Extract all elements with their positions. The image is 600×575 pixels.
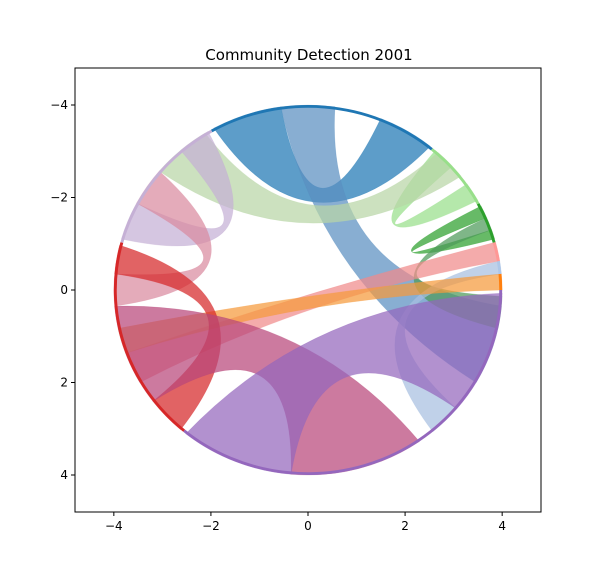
x-axis: −4 −2 0 2 4 [105,512,506,533]
chart-title: Community Detection 2001 [205,46,412,64]
x-tick-label: 4 [498,519,506,533]
y-tick-label: −4 [50,98,68,112]
y-tick-label: 4 [60,468,68,482]
arc-light-blue [496,261,502,275]
x-tick-label: −2 [202,519,220,533]
arc-green [476,203,496,243]
y-tick-label: −2 [50,191,68,205]
plot-area [113,104,503,476]
x-tick-label: −4 [105,519,123,533]
ribbons-layer [113,104,503,476]
y-tick-label: 2 [60,376,68,390]
x-tick-label: 2 [401,519,409,533]
arc-red [113,242,186,432]
y-axis: −4 −2 0 2 4 [50,98,75,482]
arc-pink [492,242,500,262]
y-tick-label: 0 [60,283,68,297]
arc-orange [498,273,503,290]
x-tick-label: 0 [304,519,312,533]
arcs-layer [113,105,503,475]
arc-light-green [430,148,480,205]
